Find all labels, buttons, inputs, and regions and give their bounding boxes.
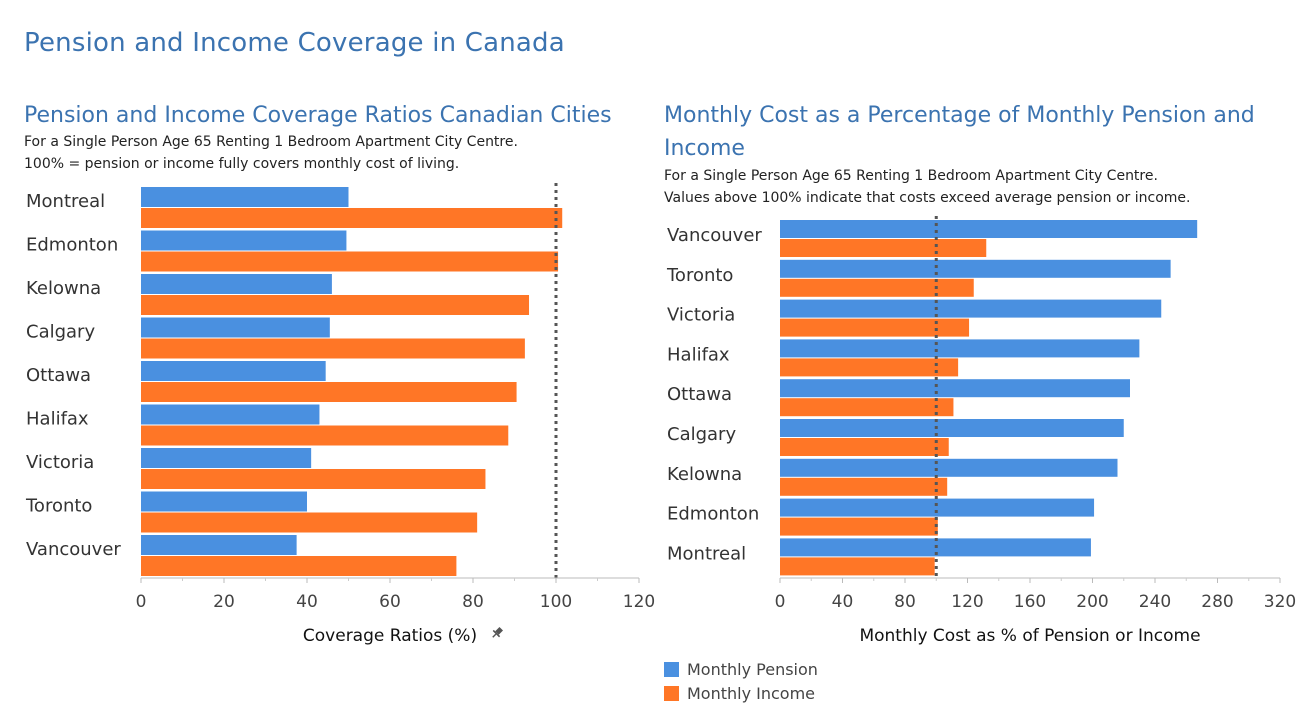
- bar-pension: [780, 498, 1095, 517]
- category-label: Toronto: [25, 496, 92, 517]
- category-label: Victoria: [667, 305, 735, 326]
- bar-pension: [141, 187, 349, 207]
- bar-income: [780, 557, 935, 576]
- bar-income: [141, 208, 563, 228]
- category-label: Montreal: [26, 191, 105, 212]
- legend-swatch-pension: [664, 661, 679, 677]
- bar-pension: [141, 535, 297, 555]
- bar-income: [780, 398, 954, 417]
- category-label: Vancouver: [667, 225, 762, 246]
- bar-pension: [141, 230, 347, 251]
- bar-income: [141, 469, 486, 489]
- pin-icon[interactable]: [490, 626, 504, 640]
- pin-needle: [492, 633, 497, 638]
- bar-income: [780, 438, 949, 456]
- bar-pension: [780, 339, 1140, 358]
- x-tick-label: 0: [775, 592, 786, 612]
- x-axis-title: Coverage Ratios (%): [303, 626, 477, 646]
- bar-income: [141, 512, 478, 533]
- chart-1-title: Pension and Income Coverage Ratios Canad…: [24, 103, 612, 128]
- bar-pension: [141, 274, 332, 294]
- x-tick-label: 120: [951, 592, 983, 612]
- x-axis-title: Monthly Cost as % of Pension or Income: [859, 626, 1200, 646]
- x-tick-label: 20: [213, 592, 235, 612]
- x-tick-label: 40: [296, 592, 318, 612]
- bar-pension: [141, 448, 312, 468]
- x-tick-label: 0: [136, 592, 147, 612]
- x-tick-label: 120: [623, 592, 655, 612]
- x-tick-label: 200: [1076, 592, 1108, 612]
- category-label: Ottawa: [667, 384, 732, 405]
- category-label: Ottawa: [26, 365, 91, 386]
- bar-pension: [141, 404, 320, 425]
- bar-income: [141, 425, 509, 446]
- bar-income: [141, 338, 525, 359]
- chart-1-subtitle-line-2: 100% = pension or income fully covers mo…: [24, 156, 460, 172]
- bar-pension: [141, 491, 307, 512]
- category-label: Toronto: [666, 265, 733, 286]
- bar-income: [780, 477, 948, 496]
- bar-income: [141, 382, 517, 402]
- category-label: Vancouver: [26, 539, 121, 560]
- x-tick-label: 160: [1014, 592, 1046, 612]
- legend-label-income: Monthly Income: [687, 683, 816, 703]
- bar-income: [780, 358, 959, 377]
- legend-label-pension: Monthly Pension: [687, 659, 818, 679]
- category-label: Halifax: [26, 409, 89, 430]
- bar-pension: [780, 220, 1198, 238]
- x-tick-label: 80: [894, 592, 916, 612]
- bar-pension: [780, 419, 1124, 437]
- chart-2-subtitle-line-2: Values above 100% indicate that costs ex…: [664, 190, 1191, 206]
- bar-income: [780, 239, 987, 257]
- x-tick-label: 40: [832, 592, 854, 612]
- bar-income: [141, 556, 457, 576]
- bar-pension: [141, 317, 330, 338]
- bar-pension: [780, 379, 1130, 398]
- bar-pension: [141, 361, 326, 381]
- x-tick-label: 100: [540, 592, 572, 612]
- chart-1-subtitle-line-1: For a Single Person Age 65 Renting 1 Bed…: [24, 134, 518, 150]
- category-label: Calgary: [667, 424, 736, 445]
- category-label: Kelowna: [667, 464, 742, 485]
- bar-income: [141, 295, 530, 315]
- legend-item-income[interactable]: Monthly Income: [664, 681, 818, 705]
- bar-income: [780, 318, 970, 337]
- x-tick-label: 280: [1201, 592, 1233, 612]
- dashboard-title: Pension and Income Coverage in Canada: [24, 28, 565, 58]
- bar-income: [780, 278, 974, 297]
- bar-income: [141, 251, 559, 272]
- category-label: Calgary: [26, 322, 95, 343]
- bar-pension: [780, 259, 1171, 278]
- x-tick-label: 240: [1139, 592, 1171, 612]
- legend-swatch-income: [664, 685, 679, 701]
- category-label: Edmonton: [26, 235, 118, 256]
- bar-pension: [780, 299, 1162, 318]
- x-tick-label: 60: [379, 592, 401, 612]
- x-tick-label: 320: [1264, 592, 1296, 612]
- category-label: Victoria: [26, 452, 94, 473]
- category-label: Montreal: [667, 543, 746, 564]
- category-label: Edmonton: [667, 504, 759, 525]
- chart-2-title: Monthly Cost as a Percentage of Monthly …: [664, 103, 1255, 161]
- bar-pension: [780, 458, 1118, 477]
- legend: Monthly Pension Monthly Income: [664, 657, 818, 705]
- pin-head: [495, 626, 504, 635]
- chart-2-subtitle-line-1: For a Single Person Age 65 Renting 1 Bed…: [664, 168, 1158, 184]
- x-tick-label: 80: [462, 592, 484, 612]
- category-label: Kelowna: [26, 278, 101, 299]
- category-label: Halifax: [667, 344, 730, 365]
- bar-income: [780, 517, 938, 536]
- pin-collar: [492, 629, 501, 638]
- legend-item-pension[interactable]: Monthly Pension: [664, 657, 818, 681]
